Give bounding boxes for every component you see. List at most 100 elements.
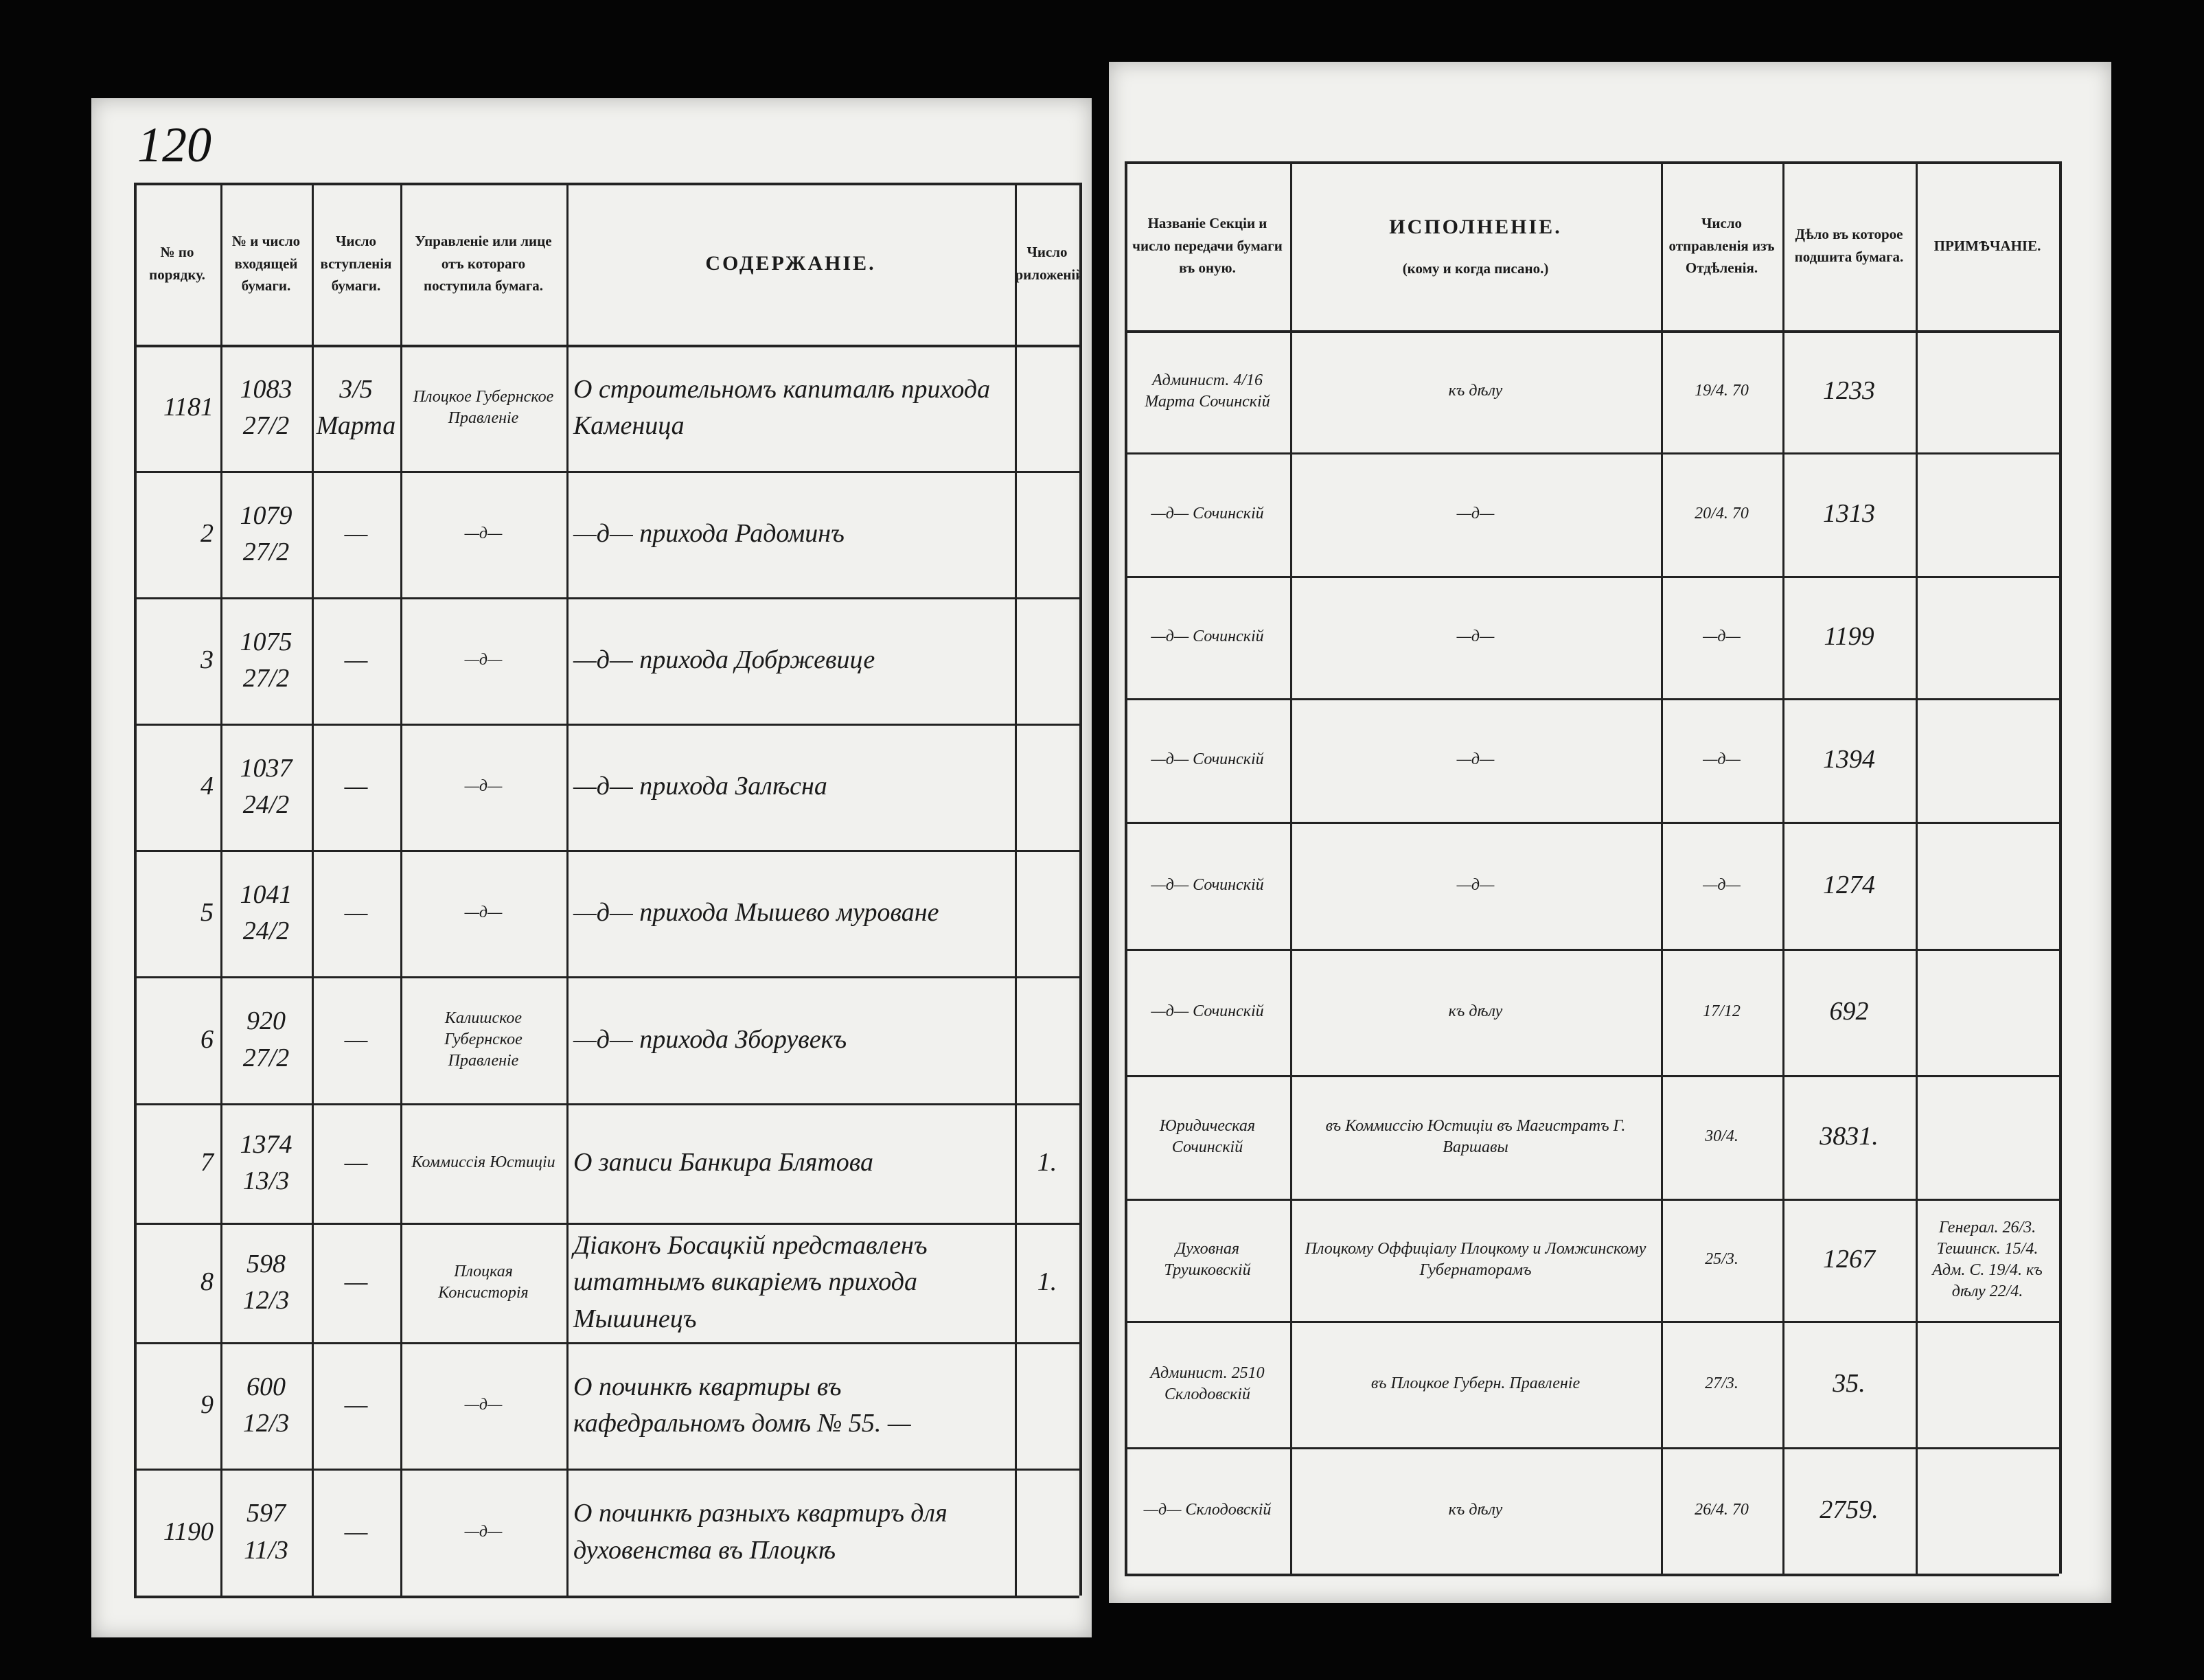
- rule: [134, 471, 1079, 473]
- cell-sent: 25/3.: [1705, 1250, 1738, 1269]
- cell-from: Плоцкое Губернское Правленіе: [413, 387, 554, 427]
- rule: [400, 183, 402, 1596]
- column-header: Число отправленія изъ Отдѣленія.: [1668, 215, 1775, 277]
- cell-incoming: 1041 24/2: [240, 879, 292, 945]
- cell-no: 6: [200, 1024, 214, 1054]
- cell-no: 7: [200, 1148, 214, 1177]
- cell-execution: въ Плоцкое Губерн. Правленіе: [1370, 1374, 1581, 1393]
- cell-case: 1313: [1823, 499, 1875, 529]
- cell-from: Коммиссія Юстиціи: [411, 1153, 555, 1172]
- cell-no: 1190: [163, 1517, 214, 1546]
- rule: [1125, 698, 2059, 700]
- rule: [1125, 1574, 2059, 1576]
- cell-case: 1199: [1824, 622, 1874, 652]
- column-header: ИСПОЛНЕНІЕ. (кому и когда писано.): [1290, 161, 1661, 330]
- cell-content: Діаконъ Босацкій представленъ штатнымъ в…: [573, 1231, 928, 1333]
- rule: [1125, 1447, 2059, 1449]
- cell-case: 1267: [1823, 1245, 1875, 1274]
- rule: [1125, 1321, 2059, 1323]
- cell-case: 35.: [1833, 1369, 1866, 1399]
- rule: [1661, 161, 1663, 1574]
- cell-section: —д— Сочинскій: [1151, 875, 1264, 894]
- column-header: СОДЕРЖАНІЕ.: [705, 251, 876, 275]
- cell-section: —д— Сочинскій: [1151, 750, 1264, 769]
- cell-no: 3: [200, 645, 214, 675]
- rule: [1290, 161, 1292, 1574]
- cell-sent: 30/4.: [1705, 1127, 1738, 1146]
- cell-content: О починкѣ квартиры въ кафедральномъ домѣ…: [573, 1372, 911, 1438]
- cell-date: —: [344, 645, 368, 675]
- cell-sent: —д—: [1703, 628, 1741, 646]
- cell-execution: —д—: [1456, 750, 1495, 769]
- cell-sent: 19/4. 70: [1695, 382, 1749, 400]
- rule: [134, 724, 1079, 726]
- rule: [1015, 183, 1017, 1596]
- cell-no: 5: [200, 898, 214, 928]
- rule: [134, 345, 1079, 347]
- cell-execution: къ дѣлу: [1448, 1501, 1503, 1519]
- cell-incoming: 597 11/3: [244, 1499, 288, 1565]
- cell-sent: 17/12: [1703, 1002, 1741, 1021]
- cell-no: 2: [200, 519, 214, 549]
- cell-sent: —д—: [1703, 875, 1741, 894]
- cell-incoming: 1037 24/2: [240, 753, 292, 819]
- cell-section: Админист. 2510 Склодовскій: [1150, 1363, 1265, 1403]
- cell-from: —д—: [464, 777, 503, 796]
- rule: [1125, 161, 2059, 164]
- cell-case: 1394: [1823, 745, 1875, 774]
- cell-from: Плоцкая Консисторія: [438, 1262, 529, 1302]
- column-header: Число вступленія бумаги.: [320, 233, 392, 295]
- rule: [134, 183, 1079, 185]
- cell-no: 8: [200, 1267, 214, 1297]
- cell-section: —д— Склодовскій: [1143, 1501, 1272, 1519]
- cell-content: О починкѣ разныхъ квартиръ для духовенст…: [573, 1499, 948, 1565]
- cell-date: —: [344, 1267, 368, 1297]
- rule: [312, 183, 314, 1596]
- rule: [134, 850, 1079, 852]
- cell-content: —д— прихода Зборувекъ: [573, 1024, 847, 1054]
- rule: [134, 1342, 1079, 1344]
- cell-content: О строительномъ капиталѣ прихода Камениц…: [573, 374, 991, 440]
- cell-case: 1233: [1823, 376, 1875, 406]
- cell-section: —д— Сочинскій: [1151, 505, 1264, 523]
- cell-incoming: 600 12/3: [242, 1372, 290, 1438]
- cell-from: —д—: [464, 1396, 503, 1414]
- cell-attachments: 1.: [1037, 1148, 1057, 1177]
- cell-incoming: 1075 27/2: [240, 627, 292, 693]
- cell-date: —: [344, 1148, 368, 1177]
- cell-execution: —д—: [1456, 875, 1495, 894]
- cell-execution: въ Коммиссію Юстиціи въ Магистратъ Г. Ва…: [1325, 1116, 1626, 1156]
- rule: [1125, 330, 2059, 333]
- cell-execution: Плоцкому Оффиціалу Плоцкому и Ломжинском…: [1305, 1239, 1646, 1279]
- cell-execution: къ дѣлу: [1448, 382, 1503, 400]
- cell-incoming: 598 12/3: [242, 1249, 290, 1315]
- rule: [220, 183, 222, 1596]
- cell-date: —: [344, 1517, 368, 1546]
- cell-date: —: [344, 1024, 368, 1054]
- cell-execution: —д—: [1456, 505, 1495, 523]
- rule: [1125, 1199, 2059, 1201]
- header-note: (кому и когда писано.): [1402, 260, 1549, 277]
- rule: [1125, 1075, 2059, 1077]
- rule: [134, 1103, 1079, 1105]
- rule: [1125, 949, 2059, 951]
- cell-from: Калишское Губернское Правленіе: [444, 1009, 523, 1070]
- cell-section: Админист. 4/16 Марта Сочинскій: [1145, 371, 1270, 411]
- rule: [1916, 161, 1918, 1574]
- cell-content: —д— прихода Радоминъ: [573, 519, 845, 549]
- cell-incoming: 1374 13/3: [240, 1129, 292, 1195]
- column-header: № и число входящей бумаги.: [231, 233, 301, 295]
- cell-case: 2759.: [1820, 1495, 1879, 1525]
- rule: [134, 597, 1079, 599]
- rule: [134, 1596, 1079, 1598]
- cell-case: 1274: [1823, 870, 1875, 899]
- rule: [1125, 576, 2059, 578]
- column-header: № по порядку.: [149, 244, 205, 283]
- cell-date: —: [344, 1390, 368, 1420]
- rule: [1125, 161, 1127, 1574]
- cell-content: —д— прихода Мышево мурованe: [573, 898, 939, 928]
- cell-no: 4: [200, 772, 214, 801]
- cell-content: —д— прихода Добржевице: [573, 645, 875, 675]
- left-sheet: [91, 98, 1092, 1637]
